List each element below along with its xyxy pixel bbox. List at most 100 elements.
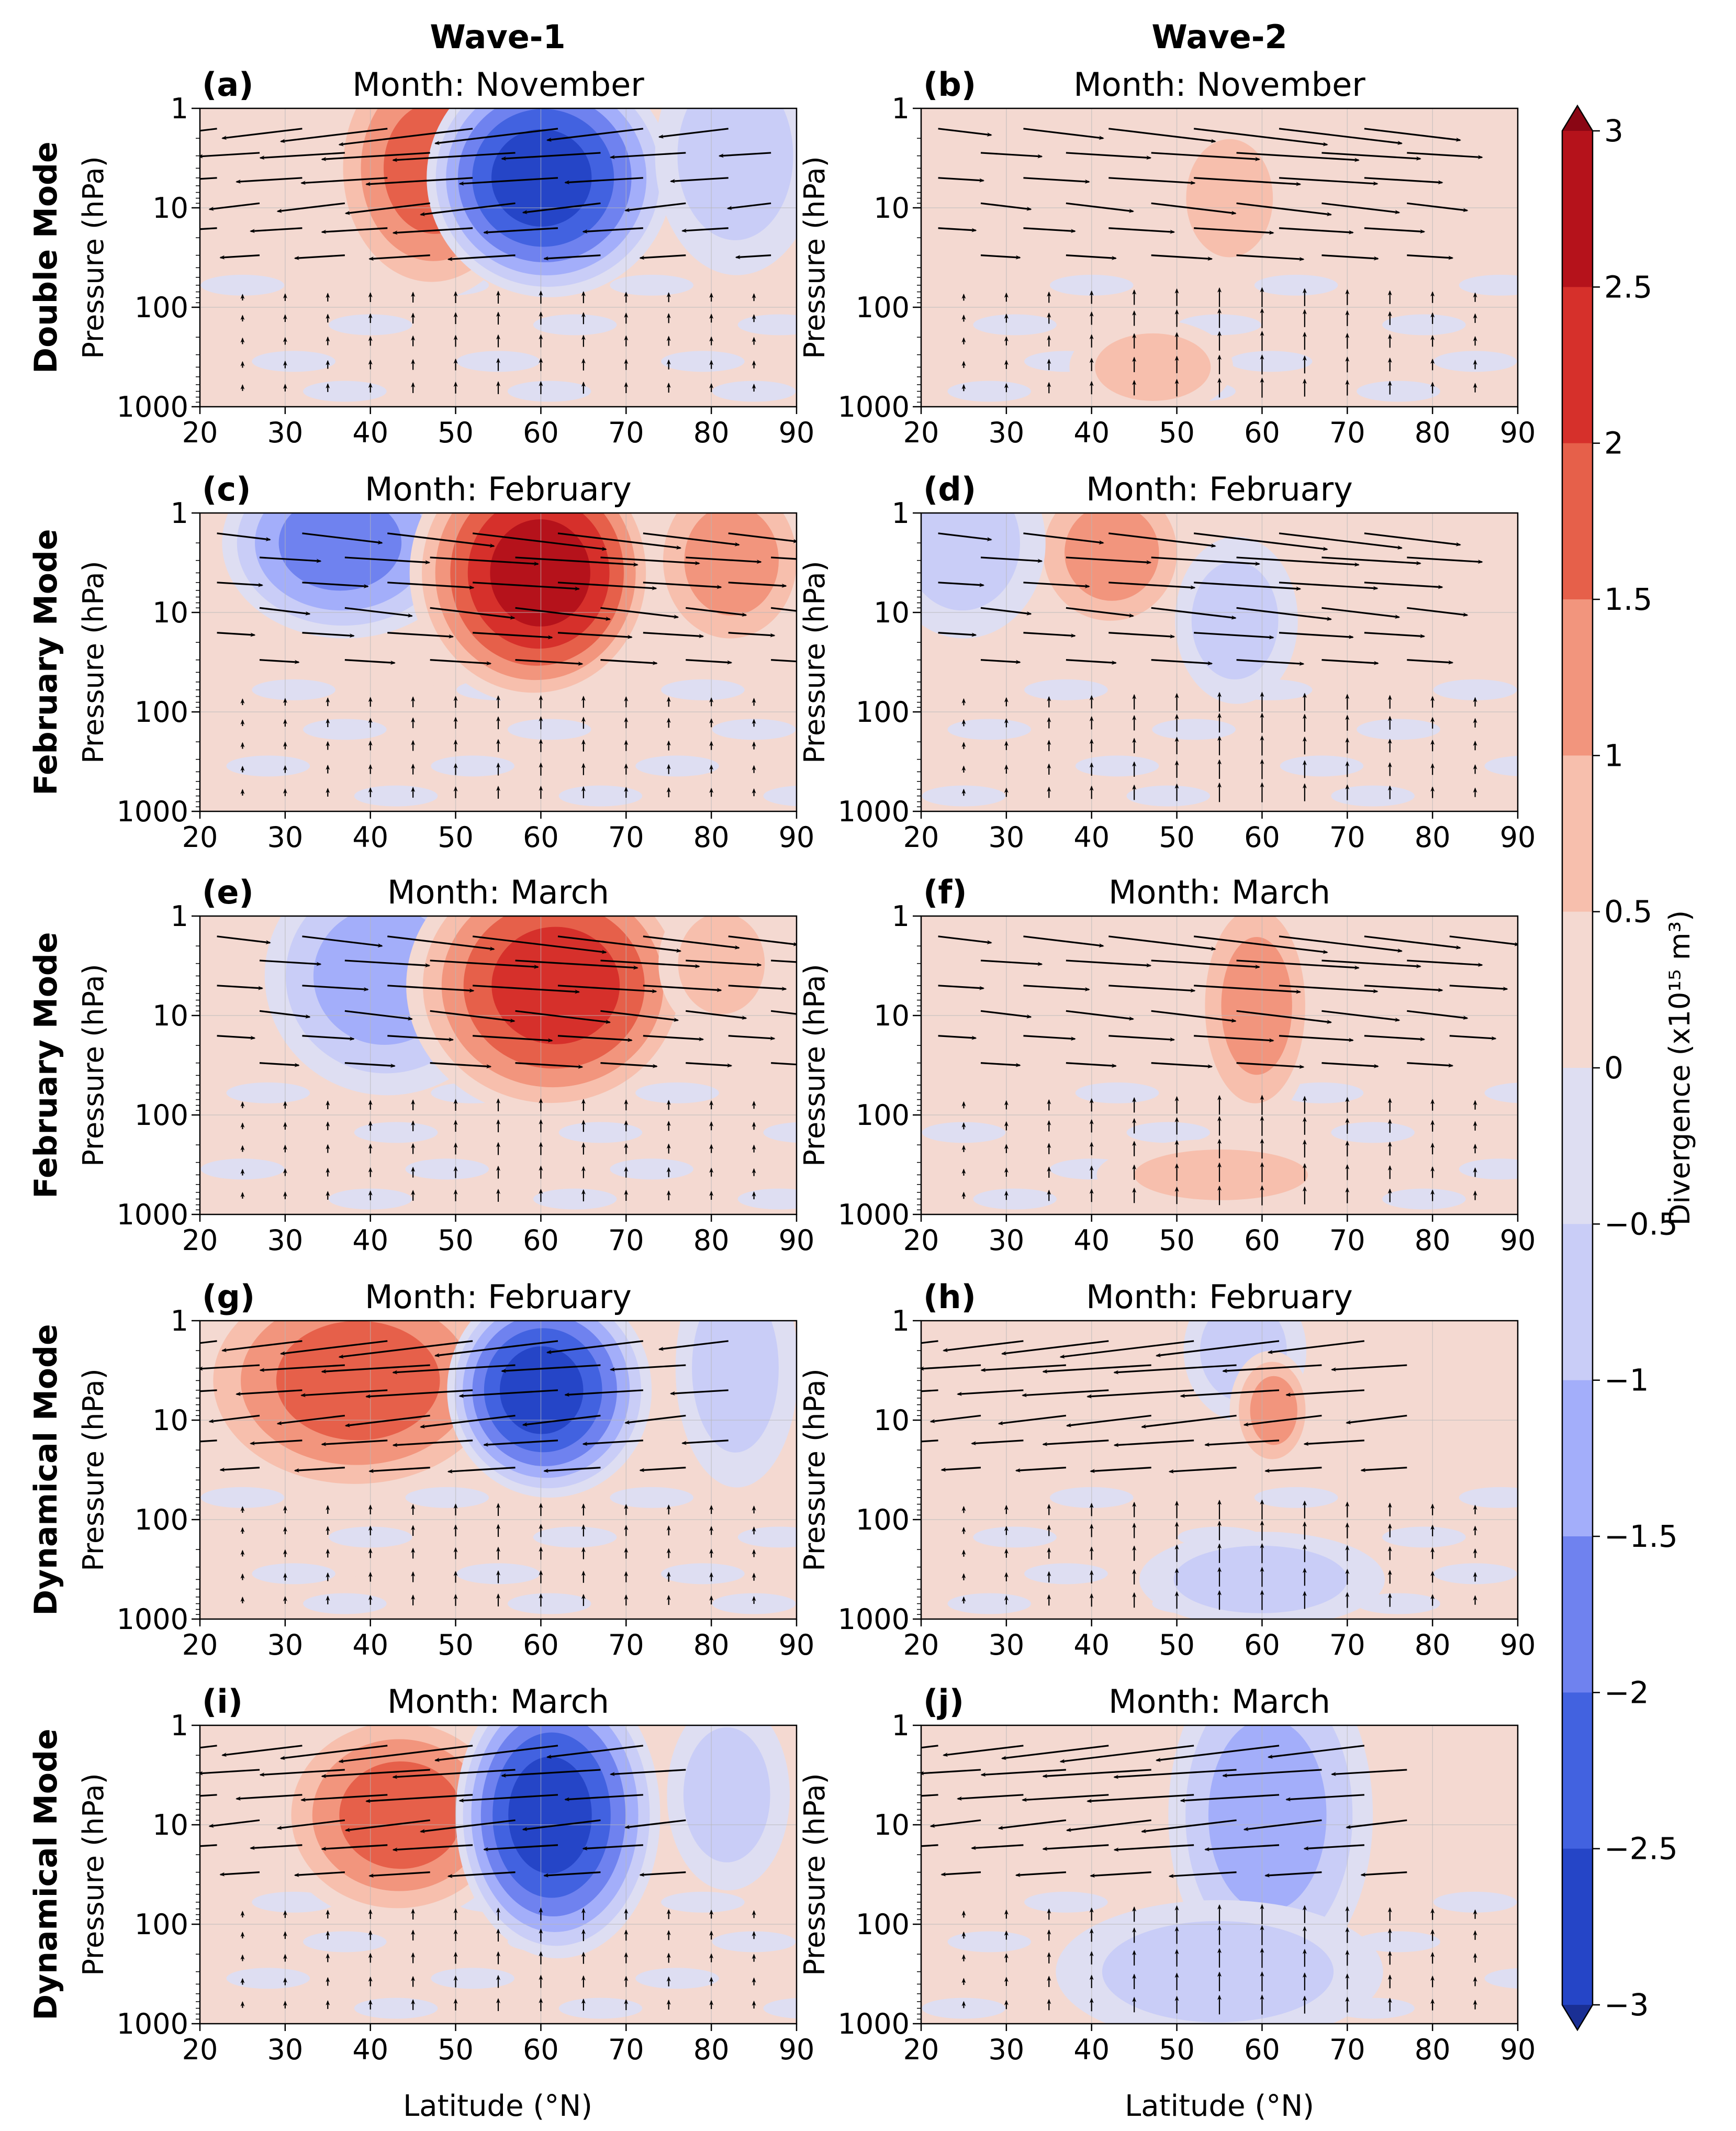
flux-arrow [557, 935, 682, 953]
flux-arrow [344, 202, 430, 215]
flux-arrow [658, 1340, 729, 1351]
flux-arrows [938, 935, 1518, 1206]
flux-arrow [259, 1010, 311, 1019]
field-band [973, 755, 1057, 777]
contour-level [683, 1727, 770, 1862]
field-band [303, 274, 387, 296]
axes-frame [199, 1320, 798, 1620]
field-band [610, 274, 693, 296]
flux-arrow [458, 1794, 558, 1803]
x-tick-label: 40 [352, 821, 388, 854]
field-band [922, 351, 1006, 372]
flux-arrow [219, 1467, 260, 1472]
field-band [712, 1158, 796, 1180]
flux-arrow [980, 1062, 1021, 1067]
flux-arrow [1321, 607, 1401, 619]
flux-arrow [1023, 935, 1104, 948]
field-band [431, 755, 514, 777]
flux-arrow [735, 254, 771, 260]
flux-arrow [1364, 177, 1443, 185]
colorbar-bin [1562, 443, 1593, 600]
y-tick-label: 1000 [838, 795, 910, 828]
flux-arrow [279, 1745, 388, 1760]
flux-arrow [938, 632, 977, 637]
flux-arrow [564, 1794, 643, 1802]
colorbar-tick-label: −0.5 [1604, 1206, 1678, 1242]
y-tick-label: 100 [135, 1908, 188, 1941]
flux-arrow [1108, 935, 1216, 951]
flux-arrow [276, 1414, 345, 1425]
y-tick-label: 10 [152, 596, 188, 629]
flux-arrow [276, 1819, 345, 1830]
flux-arrow [557, 1035, 633, 1042]
flux-arrow [1364, 935, 1461, 950]
flux-arrow [1407, 202, 1469, 213]
flux-arrow [1236, 959, 1360, 970]
flux-arrow [430, 607, 516, 620]
flux-arrow [1193, 532, 1328, 551]
x-tick-label: 40 [1073, 821, 1110, 854]
flux-arrow [1108, 532, 1216, 548]
axes-frame [920, 915, 1519, 1215]
field-band [763, 1892, 797, 1913]
y-tick-label: 1 [892, 497, 910, 530]
flux-arrow [1346, 1819, 1407, 1829]
flux-arrow [294, 1871, 345, 1877]
flux-arrow [1113, 1440, 1194, 1447]
x-tick-label: 20 [182, 821, 218, 854]
flux-arrow [1151, 1010, 1237, 1023]
flux-arrow [387, 632, 454, 639]
y-tick-label: 1000 [117, 2007, 188, 2040]
field-band [354, 679, 438, 700]
field-band [763, 1563, 797, 1584]
y-tick-label: 1000 [838, 2007, 910, 2040]
flux-arrow [1023, 985, 1090, 991]
flux-arrow [344, 1819, 430, 1832]
contour-level [1065, 513, 1159, 601]
flux-arrow [1066, 1062, 1117, 1068]
flux-arrow [368, 254, 430, 261]
flux-arrow [921, 1769, 981, 1776]
field-band [635, 1188, 719, 1210]
y-tick-label: 1 [171, 497, 188, 530]
field-band [405, 1158, 489, 1180]
field-band [354, 1998, 438, 2019]
x-tick-label: 50 [438, 1224, 474, 1257]
colorbar-tick-label: −3 [1604, 1987, 1649, 2023]
flux-arrow [600, 659, 658, 665]
flux-arrow [515, 556, 639, 567]
field-band [1152, 274, 1236, 296]
y-tick-label: 1000 [117, 795, 188, 828]
flux-arrow [1193, 128, 1328, 147]
x-tick-label: 20 [182, 1224, 218, 1257]
flux-arrow [728, 985, 787, 991]
y-tick-label: 100 [856, 696, 910, 729]
colorbar-bin [1562, 1068, 1593, 1224]
row-labels: Double Mode February Mode February Mode Dyn… [28, 141, 64, 2020]
x-tick-label: 90 [779, 821, 815, 854]
y-tick-label: 1 [171, 1304, 188, 1337]
field-band [1024, 1891, 1108, 1913]
x-tick-label: 80 [693, 1628, 730, 1661]
flux-arrow [1330, 1364, 1407, 1372]
field-band [226, 1968, 310, 1989]
flux-arrow [515, 659, 584, 666]
flux-arrow [1086, 1389, 1194, 1399]
flux-arrow [1108, 985, 1196, 993]
flux-arrow [1321, 254, 1379, 261]
colorbar-bin [1562, 755, 1593, 912]
flux-arrow [447, 1467, 516, 1474]
flux-arrow [1155, 1745, 1280, 1762]
flux-arrow [1023, 227, 1076, 233]
field-band [252, 351, 335, 372]
flux-arrow [392, 1769, 516, 1779]
y-tick-label: 10 [152, 1404, 188, 1437]
field-band [1484, 755, 1518, 776]
axes-frame [920, 107, 1519, 408]
flux-arrow [728, 935, 797, 946]
colorbar-bin [1562, 131, 1593, 287]
x-tick-label: 90 [779, 416, 815, 449]
